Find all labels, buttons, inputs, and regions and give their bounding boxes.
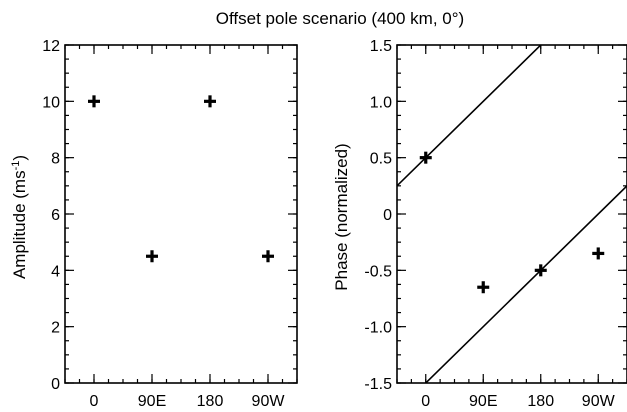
amplitude-y-tick-label: 4 — [51, 263, 60, 280]
phase-x-tick-label: 0 — [421, 393, 430, 410]
amplitude-y-axis-label: Amplitude (ms-1) — [10, 155, 29, 279]
phase-y-tick-label: 0.5 — [370, 151, 392, 168]
amplitude-y-tick-label: 2 — [51, 320, 60, 337]
amplitude-y-tick-label: 12 — [42, 38, 60, 55]
amplitude-x-tick-label: 180 — [197, 393, 224, 410]
amplitude-y-label-suffix: ) — [10, 155, 29, 161]
phase-x-tick-label: 90E — [469, 393, 497, 410]
phase-trend-line — [397, 45, 542, 187]
amplitude-y-tick-label: 6 — [51, 207, 60, 224]
phase-data-point — [534, 264, 547, 277]
phase-data-point — [419, 151, 432, 164]
amplitude-y-label-superscript: -1 — [10, 161, 22, 171]
amplitude-y-tick-label: 8 — [51, 151, 60, 168]
amplitude-data-point — [204, 95, 216, 108]
amplitude-data-point — [146, 250, 158, 263]
phase-y-tick-label: 0 — [383, 207, 392, 224]
phase-panel: Phase (normalized) -1.5 -1.0 -0.5 0 0.5 1.0 1.… — [332, 38, 627, 410]
amplitude-x-tick-label: 90E — [138, 393, 166, 410]
amplitude-x-tick-label: 0 — [90, 393, 99, 410]
phase-data-point — [477, 281, 490, 294]
amplitude-y-label-text: Amplitude (ms — [10, 170, 29, 279]
amplitude-data-point — [262, 250, 274, 263]
phase-data-point — [592, 247, 605, 260]
phase-plot-frame — [396, 44, 627, 384]
amplitude-x-tick-label: 90W — [252, 393, 286, 410]
phase-y-tick-label: 1.5 — [370, 38, 392, 55]
amplitude-plot-frame — [64, 44, 298, 384]
amplitude-y-tick-label: 10 — [42, 94, 60, 111]
phase-x-tick-label: 180 — [527, 393, 554, 410]
phase-trend-line — [424, 185, 627, 383]
phase-y-tick-label: 1.0 — [370, 94, 392, 111]
phase-y-tick-label: -1.5 — [364, 376, 392, 393]
amplitude-y-tick-label: 0 — [51, 376, 60, 393]
phase-x-tick-label: 90W — [582, 393, 616, 410]
amplitude-panel: Amplitude (ms-1) 0 2 4 6 8 10 12 0 90E 180 90W — [10, 38, 298, 410]
phase-y-tick-label: -1.0 — [364, 320, 392, 337]
amplitude-data-point — [88, 95, 100, 108]
phase-y-axis-label: Phase (normalized) — [332, 143, 351, 290]
phase-y-tick-label: -0.5 — [364, 263, 392, 280]
figure-title: Offset pole scenario (400 km, 0°) — [216, 9, 464, 28]
